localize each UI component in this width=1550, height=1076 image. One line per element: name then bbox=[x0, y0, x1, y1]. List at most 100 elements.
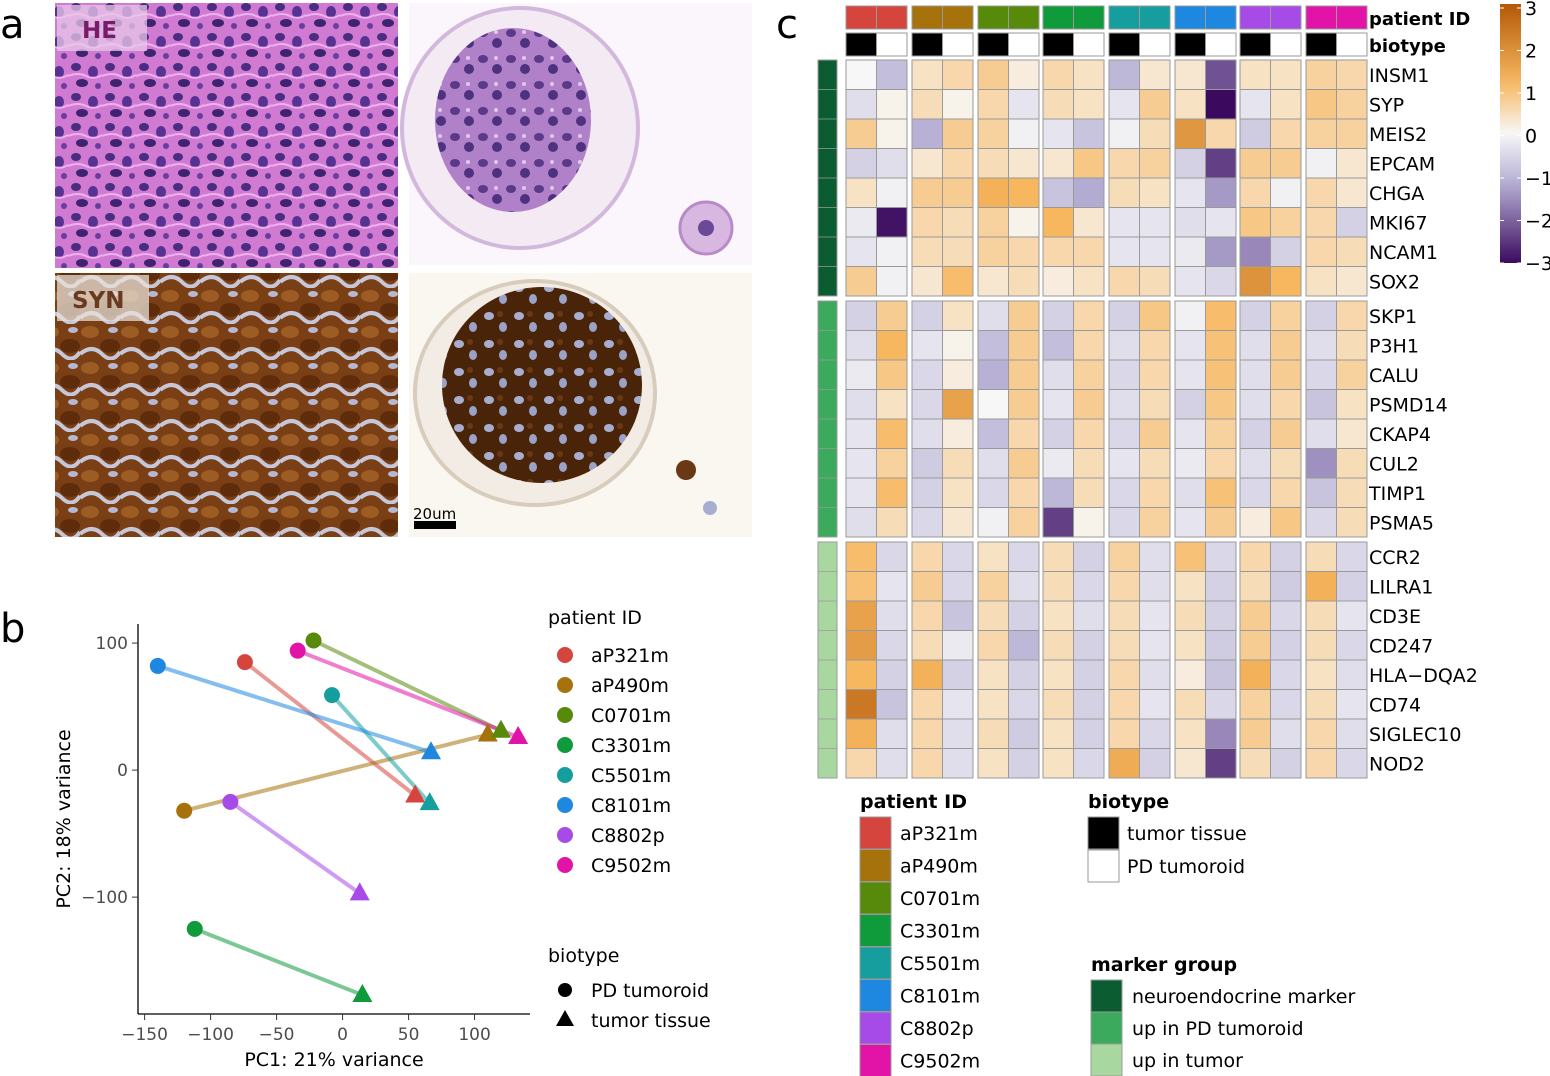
hm-cell bbox=[1305, 689, 1337, 720]
pca-legend-label-C8101m: C8101m bbox=[591, 795, 671, 817]
pca-x-tick-label: −150 bbox=[121, 1025, 168, 1045]
hm-cell bbox=[1239, 689, 1271, 720]
hm-cell bbox=[977, 89, 1009, 120]
hm-cell bbox=[1139, 418, 1171, 449]
hm-cell bbox=[876, 571, 908, 602]
hm-patient-annot-aP490m bbox=[942, 5, 974, 30]
hm-cell bbox=[1174, 541, 1206, 572]
hm-cell bbox=[1108, 600, 1140, 631]
hm-cell bbox=[911, 89, 943, 120]
hm-cell bbox=[1174, 236, 1206, 267]
hm-cell bbox=[1336, 507, 1368, 538]
hm-cell bbox=[942, 266, 974, 297]
pca-pair-line-C9502m bbox=[296, 648, 519, 739]
hm-cell bbox=[942, 300, 974, 331]
hm-biotype-annot bbox=[1270, 32, 1302, 57]
hm-cell bbox=[911, 236, 943, 267]
pca-legend-dot-C5501m bbox=[557, 767, 573, 783]
hm-cell bbox=[977, 266, 1009, 297]
hm-cell bbox=[942, 359, 974, 390]
hm-cell bbox=[1174, 207, 1206, 238]
pca-pair-line-C8101m bbox=[157, 664, 432, 755]
bl-patient-label-C8101m: C8101m bbox=[900, 986, 980, 1008]
hm-cell bbox=[1239, 148, 1271, 179]
hm-cell bbox=[1239, 418, 1271, 449]
hm-cell bbox=[845, 389, 877, 420]
hm-cell bbox=[845, 689, 877, 720]
hm-gene-label-SIGLEC10: SIGLEC10 bbox=[1369, 724, 1461, 746]
hm-cell bbox=[1042, 118, 1074, 149]
hm-cell bbox=[1042, 389, 1074, 420]
syn-debris bbox=[676, 460, 696, 480]
hm-cell bbox=[876, 89, 908, 120]
hm-cell bbox=[942, 207, 974, 238]
hm-cell bbox=[1336, 266, 1368, 297]
hm-cell bbox=[1239, 448, 1271, 479]
hm-cell bbox=[1042, 89, 1074, 120]
hm-patient-annot-C9502m bbox=[1305, 5, 1337, 30]
legend-biotype-tissue: tumor tissue bbox=[591, 1010, 711, 1032]
bl-patient-swatch-aP321m bbox=[859, 816, 892, 850]
hm-cell bbox=[1108, 207, 1140, 238]
hm-cell bbox=[1270, 359, 1302, 390]
pca-point-tissue-C5501m bbox=[419, 792, 440, 811]
hm-annot-label-patient: patient ID bbox=[1369, 9, 1470, 30]
hm-cell bbox=[1305, 718, 1337, 749]
hm-cell bbox=[1205, 448, 1237, 479]
hm-cell bbox=[1042, 148, 1074, 179]
pca-legend-dot-C0701m bbox=[557, 707, 573, 723]
hm-cell bbox=[845, 359, 877, 390]
hm-cell bbox=[1042, 541, 1074, 572]
hm-cell bbox=[1108, 748, 1140, 779]
hm-cell bbox=[1073, 718, 1105, 749]
bl-patient-swatch-C8802p bbox=[859, 1011, 892, 1045]
hm-cell bbox=[1008, 507, 1040, 538]
bl-patient-swatch-aP490m bbox=[859, 849, 892, 882]
hm-cell bbox=[1305, 389, 1337, 420]
hm-cell bbox=[1270, 448, 1302, 479]
hm-biotype-annot bbox=[1008, 32, 1040, 57]
hm-cell bbox=[1239, 718, 1271, 749]
hm-cell bbox=[1205, 418, 1237, 449]
pca-x-tick-label: −100 bbox=[187, 1025, 234, 1045]
hm-cell bbox=[977, 718, 1009, 749]
hm-cell bbox=[1073, 748, 1105, 779]
hm-cell bbox=[1042, 207, 1074, 238]
he-label: HE bbox=[82, 18, 117, 44]
hm-biotype-annot bbox=[1205, 32, 1237, 57]
hm-cell bbox=[845, 330, 877, 361]
hm-cell bbox=[1270, 177, 1302, 208]
hm-cell bbox=[1073, 689, 1105, 720]
bl-biotype-swatch bbox=[1087, 849, 1120, 883]
hm-cell bbox=[1042, 600, 1074, 631]
pca-point-tissue-C0701m bbox=[490, 719, 511, 738]
hm-cell bbox=[1239, 300, 1271, 331]
colorbar-tick-label: 2 bbox=[1525, 41, 1537, 63]
bl-marker-swatch bbox=[1090, 979, 1123, 1013]
hm-cell bbox=[911, 300, 943, 331]
hm-cell bbox=[1108, 359, 1140, 390]
hm-cell bbox=[977, 448, 1009, 479]
hm-cell bbox=[1008, 659, 1040, 690]
hm-cell bbox=[942, 571, 974, 602]
hm-cell bbox=[845, 448, 877, 479]
hm-cell bbox=[876, 541, 908, 572]
hm-cell bbox=[1174, 748, 1206, 779]
hm-cell bbox=[1008, 718, 1040, 749]
hm-patient-annot-C8802p bbox=[1239, 5, 1271, 30]
bl-patient-label-C8802p: C8802p bbox=[900, 1018, 974, 1040]
hm-cell bbox=[1174, 359, 1206, 390]
hm-cell bbox=[942, 148, 974, 179]
hm-cell bbox=[942, 59, 974, 90]
bl-marker-label: up in tumor bbox=[1132, 1050, 1243, 1072]
pca-point-tumoroid-aP490m bbox=[176, 802, 193, 819]
hm-cell bbox=[1073, 659, 1105, 690]
pca-point-tissue-aP321m bbox=[405, 784, 426, 803]
hm-cell bbox=[911, 59, 943, 90]
hm-cell bbox=[977, 630, 1009, 661]
hm-cell bbox=[1174, 659, 1206, 690]
hm-cell bbox=[1205, 59, 1237, 90]
hm-cell bbox=[942, 659, 974, 690]
hm-cell bbox=[1073, 600, 1105, 631]
bl-patient-label-C0701m: C0701m bbox=[900, 888, 980, 910]
